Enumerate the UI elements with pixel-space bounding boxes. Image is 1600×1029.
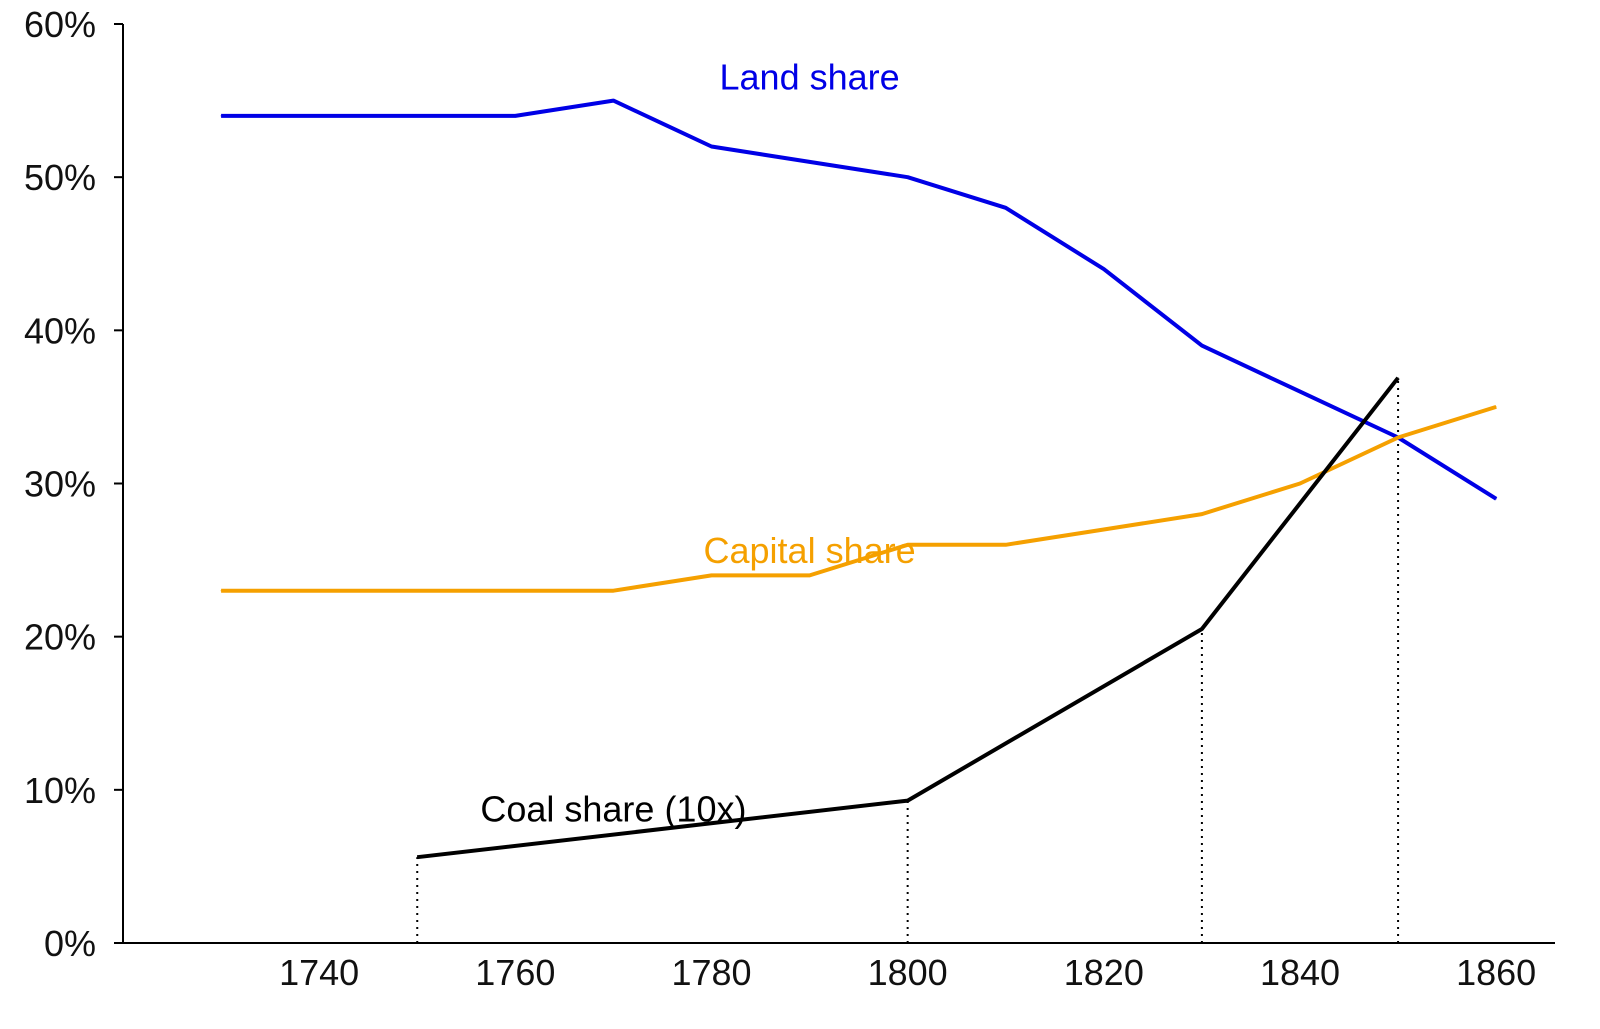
data-point-capital-share — [612, 590, 614, 592]
data-point-land-share — [220, 115, 222, 117]
y-tick-label: 20% — [24, 617, 96, 658]
data-point-land-share — [907, 176, 909, 178]
data-point-capital-share — [1103, 528, 1105, 530]
data-point-land-share — [1103, 268, 1105, 270]
data-point-capital-share — [710, 574, 712, 576]
data-point-capital-share — [907, 544, 909, 546]
data-point-land-share — [710, 146, 712, 148]
data-point-capital-share — [1495, 406, 1497, 408]
y-tick-label: 40% — [24, 310, 96, 351]
x-tick-label: 1820 — [1064, 952, 1144, 993]
x-tick-label: 1800 — [868, 952, 948, 993]
axes: 0% 10% 20% 30% 40% 50% 60% 1740 1760 1780 1800 1820… — [24, 4, 1555, 993]
x-tick-label: 1760 — [475, 952, 555, 993]
data-point-capital-share — [318, 590, 320, 592]
data-point-capital-share — [220, 590, 222, 592]
series-label-land-share: Land share — [720, 57, 900, 98]
x-tick-label: 1840 — [1260, 952, 1340, 993]
data-point-capital-share — [1201, 513, 1203, 515]
data-point-capital-share — [416, 590, 418, 592]
series-line-land-share — [221, 98, 1498, 501]
series-label-capital-share: Capital share — [704, 530, 916, 571]
data-point-land-share — [416, 115, 418, 117]
y-tick-label: 30% — [24, 464, 96, 505]
data-point-land-share — [612, 100, 614, 102]
x-tick-label: 1740 — [279, 952, 359, 993]
x-tick-label: 1860 — [1456, 952, 1536, 993]
data-point-capital-share — [809, 574, 811, 576]
data-point-land-share — [1299, 391, 1301, 393]
series-labels: Land share Capital share Coal share (10x) — [480, 57, 915, 830]
data-point-capital-share — [1397, 437, 1399, 439]
x-tick-label: 1780 — [671, 952, 751, 993]
y-tick-label: 10% — [24, 770, 96, 811]
series-lines — [220, 98, 1498, 860]
y-tick-label: 0% — [44, 923, 96, 964]
data-point-coal-share-10x — [907, 800, 909, 802]
data-point-land-share — [1005, 207, 1007, 209]
data-point-capital-share — [514, 590, 516, 592]
data-point-land-share — [1495, 498, 1497, 500]
series-line-coal-share-10x — [416, 376, 1400, 860]
data-point-coal-share-10x — [416, 856, 418, 858]
data-point-capital-share — [1005, 544, 1007, 546]
data-point-land-share — [809, 161, 811, 163]
data-point-land-share — [318, 115, 320, 117]
data-point-coal-share-10x — [1201, 628, 1203, 630]
data-point-capital-share — [1299, 483, 1301, 484]
data-point-land-share — [1201, 345, 1203, 347]
series-line-capital-share — [221, 404, 1497, 593]
data-point-coal-share-10x — [1397, 377, 1399, 379]
series-label-coal-share-10x: Coal share (10x) — [480, 789, 746, 830]
data-point-land-share — [514, 115, 516, 117]
reference-lines — [416, 377, 1400, 943]
y-tick-label: 50% — [24, 157, 96, 198]
y-tick-label: 60% — [24, 4, 96, 45]
